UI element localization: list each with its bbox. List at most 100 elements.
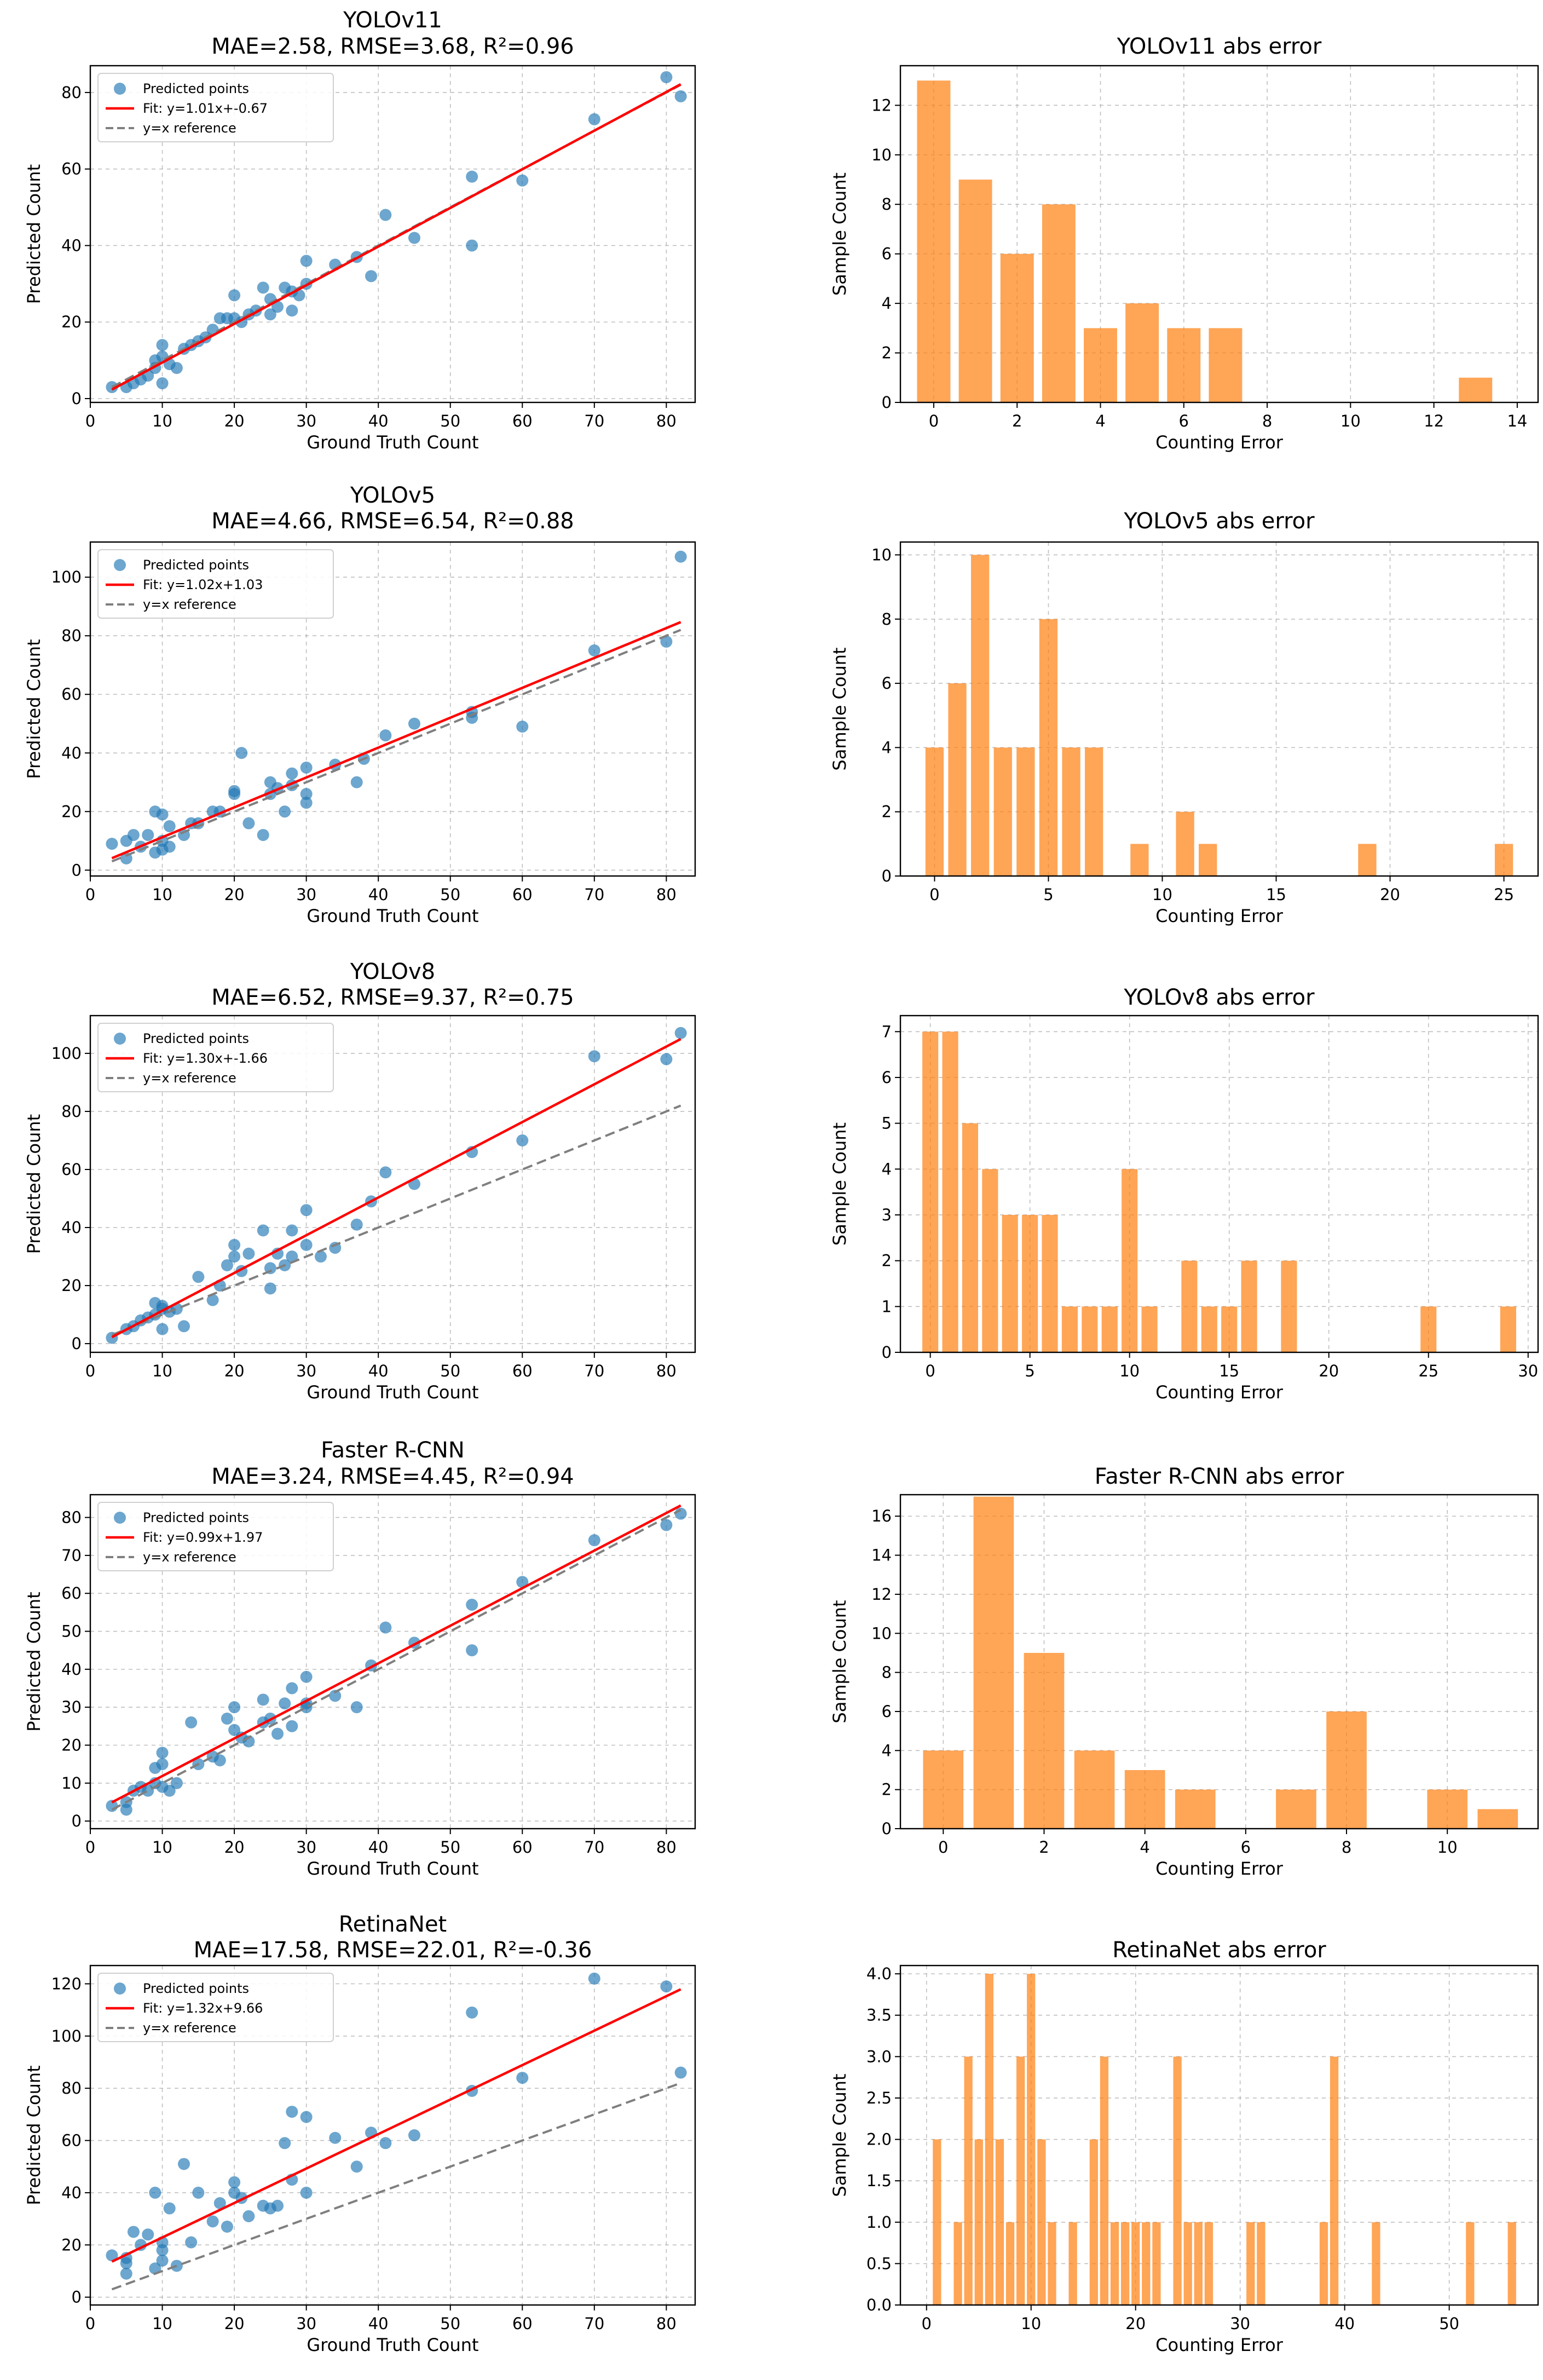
fit-line [111, 83, 681, 391]
y-tick-label: 40 [61, 1218, 82, 1237]
x-tick-label: 80 [656, 1362, 677, 1380]
x-tick-label: 30 [296, 2314, 316, 2333]
y-tick-label: 0 [882, 393, 892, 412]
x-tick-label: 0 [85, 1362, 95, 1380]
scatter-point [660, 71, 673, 83]
error-bar [974, 2139, 983, 2305]
scatter-point [408, 2129, 420, 2141]
y-tick-label: 0 [882, 1819, 892, 1838]
error-bar [1466, 2222, 1475, 2305]
x-tick-label: 50 [440, 1362, 460, 1380]
scatter-point [156, 1758, 169, 1771]
x-tick-label: 30 [1518, 1362, 1538, 1380]
error-bar [1194, 2222, 1203, 2305]
scatter-point [242, 817, 255, 829]
x-axis-label: Counting Error [1155, 906, 1284, 926]
x-tick-label: 40 [368, 1838, 389, 1857]
error-bar [962, 1123, 978, 1352]
scatter-point [185, 1716, 198, 1728]
scatter-point [156, 1323, 169, 1335]
y-tick-label: 70 [61, 1546, 82, 1565]
y-tick-label: 0 [72, 2288, 82, 2307]
error-bar [1276, 1789, 1316, 1829]
scatter-point [516, 1576, 529, 1588]
error-bar [964, 2056, 973, 2305]
scatter-point [329, 1690, 342, 1702]
x-tick-label: 10 [152, 885, 172, 904]
x-tick-label: 20 [1125, 2314, 1146, 2333]
scatter-point [286, 1720, 298, 1732]
x-tick-label: 10 [152, 1838, 172, 1857]
axes-frame [899, 1015, 1539, 1353]
legend-point-marker [114, 1033, 126, 1045]
x-tick-label: 15 [1219, 1362, 1239, 1380]
x-tick-label: 10 [152, 2314, 172, 2333]
y-tick-label: 4 [882, 1741, 892, 1760]
scatter-point [178, 1320, 190, 1333]
scatter-point [674, 90, 687, 102]
x-axis-label: Ground Truth Count [307, 2335, 478, 2355]
legend-box [97, 1973, 334, 2042]
x-tick-label: 50 [1439, 2314, 1459, 2333]
y-tick-label: 2 [882, 1252, 892, 1270]
error-bar [953, 2222, 962, 2305]
error-bar [1358, 844, 1377, 876]
legend-point-marker [114, 559, 126, 571]
scatter-point [286, 767, 298, 780]
scatter-point [221, 1712, 233, 1725]
scatter-point [286, 1250, 298, 1263]
error-bar [1500, 1306, 1516, 1352]
x-tick-label: 70 [584, 2314, 604, 2333]
axes-frame [89, 541, 696, 877]
y-tick-label: 60 [61, 1160, 82, 1179]
x-tick-label: 8 [1342, 1838, 1351, 1857]
legend-ref-label: y=x reference [143, 2020, 236, 2036]
error-bar [1016, 747, 1035, 876]
scatter-point [228, 2176, 241, 2188]
scatter-point [466, 1599, 478, 1611]
histogram-title: YOLOv11 abs error [1117, 34, 1322, 59]
error-bar [1330, 2056, 1339, 2305]
x-tick-label: 70 [584, 1838, 604, 1857]
error-bar [993, 747, 1012, 876]
histogram-panel-yolov8-abs-error: 0 5 10 15 20 25 30 0 1 2 3 4 5 6 7 YOLOv8 abs error Coun… [829, 985, 1539, 1403]
y-tick-label: 2.0 [866, 2130, 892, 2149]
y-tick-label: 80 [61, 1102, 82, 1121]
scatter-point [660, 635, 673, 648]
scatter-panel-yolov5: 0 10 20 30 40 50 60 70 80 0 20 40 60 80 100 YOLOv5MAE=4… [24, 483, 696, 926]
error-bar [1221, 1306, 1238, 1352]
scatter-point [264, 1282, 276, 1295]
x-tick-label: 0 [922, 2314, 932, 2333]
y-tick-label: 100 [51, 568, 82, 586]
scatter-panel-faster-r-cnn: 0 10 20 30 40 50 60 70 80 0 10 20 30 40 50 60 70 80 Faster… [24, 1438, 696, 1879]
scatter-point [674, 1507, 687, 1520]
scatter-point [350, 2160, 363, 2173]
y-tick-label: 20 [61, 1276, 82, 1295]
y-axis-label: Predicted Count [24, 1114, 44, 1254]
y-tick-label: 8 [882, 195, 892, 214]
error-bar [1130, 844, 1149, 876]
legend-fit-label: Fit: y=1.01x+-0.67 [143, 101, 268, 116]
legend-fit-label: Fit: y=1.30x+-1.66 [143, 1051, 268, 1066]
legend-point-marker [114, 1983, 126, 1995]
y-axis-label: Predicted Count [24, 639, 44, 779]
legend-box [97, 1023, 334, 1092]
x-tick-label: 2 [1039, 1838, 1049, 1857]
error-bar [1048, 2222, 1056, 2305]
scatter-point [466, 170, 478, 183]
x-axis-label: Counting Error [1155, 2335, 1284, 2355]
x-tick-label: 40 [1334, 2314, 1355, 2333]
scatter-point [264, 308, 276, 321]
scatter-point [228, 1701, 241, 1714]
scatter-point [660, 1053, 673, 1065]
legend-points-label: Predicted points [143, 81, 249, 96]
y-tick-label: 60 [61, 160, 82, 178]
scatter-point [379, 209, 392, 221]
legend-points-label: Predicted points [143, 1031, 249, 1046]
error-bar [1062, 747, 1080, 876]
x-tick-label: 0 [929, 885, 939, 904]
scatter-point [178, 2158, 190, 2170]
scatter-point [350, 1701, 363, 1714]
legend: Predicted points Fit: y=1.01x+-0.67 y=x re… [97, 73, 334, 142]
scatter-point [221, 1259, 233, 1271]
